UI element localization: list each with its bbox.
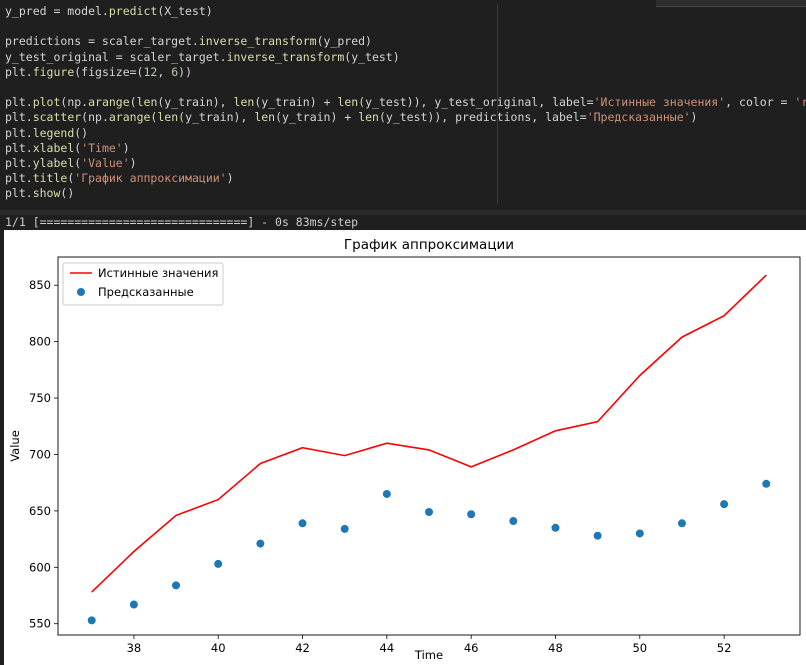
plot-output: 38 40 42 44 46 48 50 52 550 600 650 700 750 800 850 Гра… <box>4 230 806 665</box>
code-line: plt.ylabel('Value') <box>5 156 137 171</box>
x-tick-label: 52 <box>717 641 732 655</box>
code-line: y_pred = model.predict(X_test) <box>5 4 213 18</box>
scatter-point-predicted <box>214 559 223 568</box>
scatter-point-predicted <box>593 531 602 540</box>
scatter-point-predicted <box>87 616 96 625</box>
scatter-point-predicted <box>129 600 138 609</box>
code-line <box>5 80 806 95</box>
scatter-point-predicted <box>467 510 476 519</box>
code-line: plt.figure(figsize=(12, 6)) <box>5 64 193 79</box>
x-tick-label: 38 <box>127 641 142 655</box>
series-line-true-values <box>91 274 767 593</box>
y-tick-label: 600 <box>29 560 51 574</box>
y-tick-label: 550 <box>29 617 51 631</box>
scatter-point-predicted <box>256 539 265 548</box>
code-line: y_test_original = scaler_target.inverse_… <box>5 49 400 64</box>
code-line: plt.title('График аппроксимации') <box>5 171 234 186</box>
code-line: plt.xlabel('Time') <box>5 140 130 155</box>
x-tick-label: 48 <box>548 641 563 655</box>
scatter-point-predicted <box>298 519 307 528</box>
x-tick-label: 46 <box>464 641 479 655</box>
x-tick-label: 50 <box>632 641 647 655</box>
scatter-point-predicted <box>340 524 349 533</box>
legend-box <box>62 262 224 306</box>
code-line: predictions = scaler_target.inverse_tran… <box>5 34 372 49</box>
y-tick-label: 850 <box>29 278 51 292</box>
legend-label-predicted: Предсказанные <box>98 285 194 299</box>
y-tick-label: 800 <box>29 335 51 349</box>
scatter-point-predicted <box>382 489 391 498</box>
code-line: plt.scatter(np.arange(len(y_train), len(… <box>5 110 698 125</box>
legend-scatter-marker <box>77 288 85 296</box>
output-stream-text: 1/1 [==============================] - 0… <box>5 215 359 229</box>
scatter-point-predicted <box>635 529 644 538</box>
code-line: plt.legend() <box>5 125 89 140</box>
code-editor[interactable]: y_pred = model.predict(X_test) predictio… <box>5 4 806 202</box>
code-line: plt.plot(np.arange(len(y_train), len(y_t… <box>5 95 806 110</box>
x-tick-label: 40 <box>211 641 226 655</box>
cell-toolbar[interactable] <box>656 0 806 7</box>
code-line <box>5 19 806 34</box>
chart-title: График аппроксимации <box>344 237 514 253</box>
y-tick-label: 650 <box>29 504 51 518</box>
scatter-point-predicted <box>720 500 729 509</box>
scatter-point-predicted <box>509 517 518 526</box>
x-tick-label: 42 <box>295 641 310 655</box>
ruler-line <box>497 4 498 204</box>
x-tick-label: 44 <box>380 641 395 655</box>
y-tick-label: 750 <box>29 391 51 405</box>
plot-area <box>57 256 801 636</box>
code-line: plt.show() <box>5 186 75 201</box>
chart: 38 40 42 44 46 48 50 52 550 600 650 700 750 800 850 Гра… <box>8 237 801 662</box>
y-axis-label: Value <box>8 430 22 462</box>
y-tick-label: 700 <box>29 447 51 461</box>
output-divider <box>0 210 806 215</box>
legend-label-true: Истинные значения <box>98 266 218 280</box>
code-cell[interactable]: y_pred = model.predict(X_test) predictio… <box>0 0 806 210</box>
scatter-point-predicted <box>762 479 771 488</box>
scatter-point-predicted <box>551 523 560 532</box>
x-axis-label: Time <box>414 648 443 662</box>
scatter-point-predicted <box>677 519 686 528</box>
scatter-point-predicted <box>172 581 181 590</box>
scatter-point-predicted <box>425 508 433 517</box>
